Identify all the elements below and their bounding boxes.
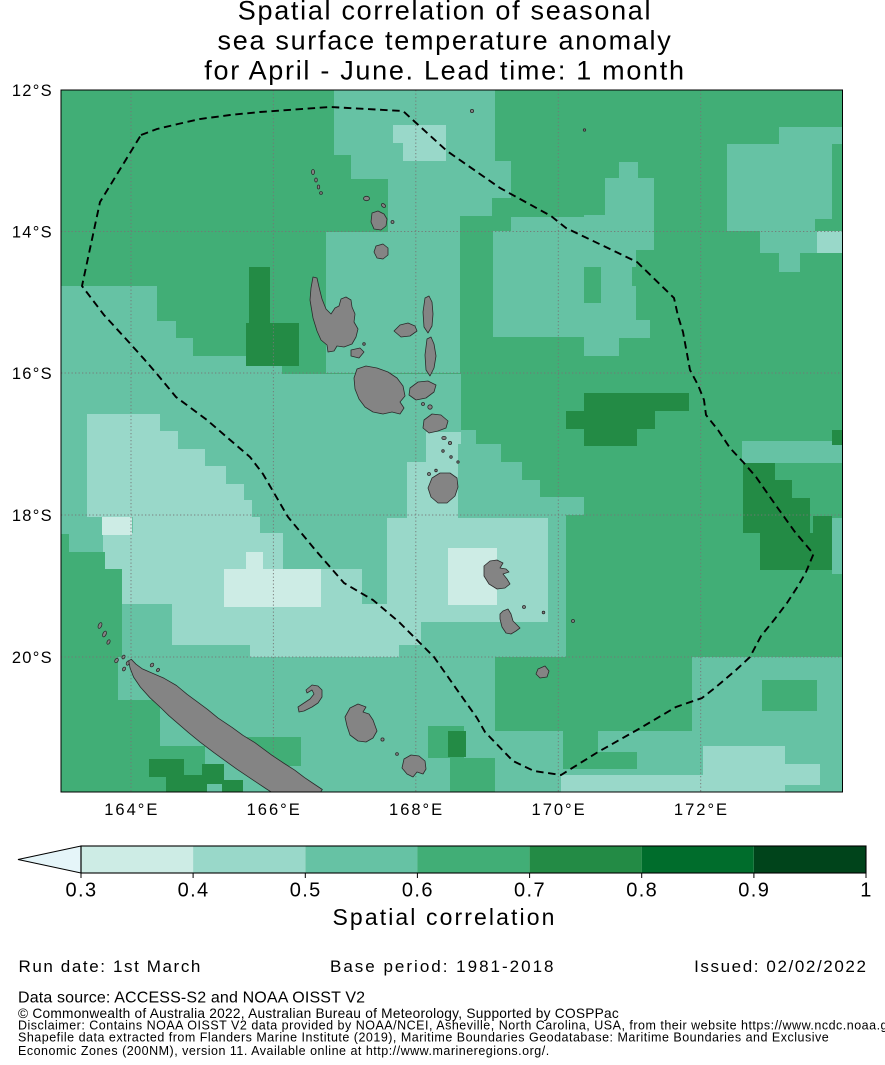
svg-text:Data source: ACCESS-S2 and NOA: Data source: ACCESS-S2 and NOAA OISST V2 [18,990,365,1007]
svg-text:18°S: 18°S [12,507,53,525]
svg-text:Run date: 1st March: Run date: 1st March [19,957,202,976]
svg-text:12°S: 12°S [12,82,53,100]
svg-text:14°S: 14°S [12,223,53,241]
svg-text:sea surface temperature anomal: sea surface temperature anomaly [218,26,673,56]
svg-text:0.8: 0.8 [626,880,658,902]
svg-text:Base period: 1981-2018: Base period: 1981-2018 [330,957,555,976]
svg-text:Economic Zones (200NM), versio: Economic Zones (200NM), version 11. Avai… [18,1044,550,1058]
svg-text:168°E: 168°E [389,801,444,819]
svg-text:20°S: 20°S [12,649,53,667]
svg-text:166°E: 166°E [247,801,302,819]
svg-text:0.6: 0.6 [402,880,434,902]
svg-text:170°E: 170°E [532,801,587,819]
svg-text:0.5: 0.5 [290,880,322,902]
svg-text:0.3: 0.3 [65,880,97,902]
svg-text:Spatial correlation of seasona: Spatial correlation of seasonal [238,0,652,26]
svg-text:for April - June. Lead time: 1: for April - June. Lead time: 1 month [204,56,685,86]
svg-text:172°E: 172°E [674,801,729,819]
svg-text:Disclaimer: Contains NOAA OISS: Disclaimer: Contains NOAA OISST V2 data … [18,1019,885,1033]
svg-text:1: 1 [860,880,873,902]
svg-text:0.7: 0.7 [514,880,546,902]
svg-text:Spatial correlation: Spatial correlation [332,904,556,930]
svg-text:Shapefile data extracted from: Shapefile data extracted from Flanders M… [18,1031,829,1045]
svg-text:16°S: 16°S [12,365,53,383]
svg-text:0.9: 0.9 [738,880,770,902]
svg-text:Issued: 02/02/2022: Issued: 02/02/2022 [694,957,867,976]
svg-text:164°E: 164°E [104,801,159,819]
svg-text:© Commonwealth of Australia 20: © Commonwealth of Australia 2022, Austra… [18,1006,619,1021]
svg-text:0.4: 0.4 [178,880,210,902]
